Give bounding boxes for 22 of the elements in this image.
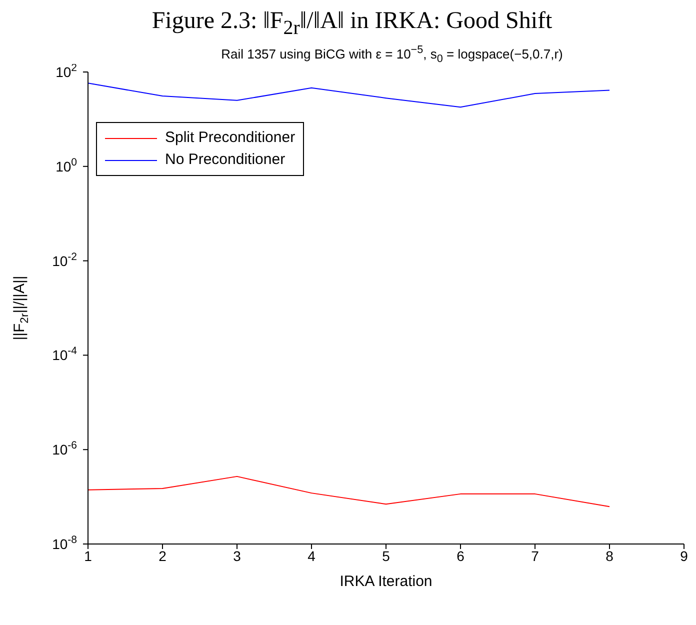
y-tick-label: 10$^{-2}$ (52, 250, 78, 269)
y-tick-label: 10$^{-4}$ (52, 345, 78, 364)
x-tick-label: 8 (606, 548, 614, 564)
legend-label: No Preconditioner (164, 150, 286, 170)
x-axis-title: IRKA Iteration (340, 573, 432, 590)
x-tick-label: 7 (531, 548, 540, 564)
x-tick-label: 5 (382, 548, 390, 564)
x-tick-label: 1 (84, 548, 92, 564)
x-tick-label: 2 (158, 548, 167, 564)
x-tick-label: 3 (233, 548, 242, 564)
y-tick-label: 10$^{-8}$ (52, 534, 78, 552)
y-tick-label: 10$^{-6}$ (52, 440, 78, 458)
line-series (88, 476, 610, 508)
x-tick-label: 9 (680, 548, 688, 564)
line-series (88, 82, 610, 108)
y-tick-label: 10$^{0}$ (56, 156, 78, 174)
chart-subtitle: Rail 1357 using BiCG with ε = 10$^{−5}$, s$_{0}$ = logspace(−5,0.7,r) (221, 44, 563, 65)
legend-label: Split Preconditioner (164, 128, 296, 148)
chart-title: Figure 2.3: ‖F$_{2r}$‖/‖A‖ in IRKA: Good Shift (150, 8, 554, 41)
x-tick-label: 6 (456, 548, 465, 564)
x-tick-label: 4 (308, 548, 316, 564)
y-tick-label: 10$^{2}$ (56, 62, 78, 80)
